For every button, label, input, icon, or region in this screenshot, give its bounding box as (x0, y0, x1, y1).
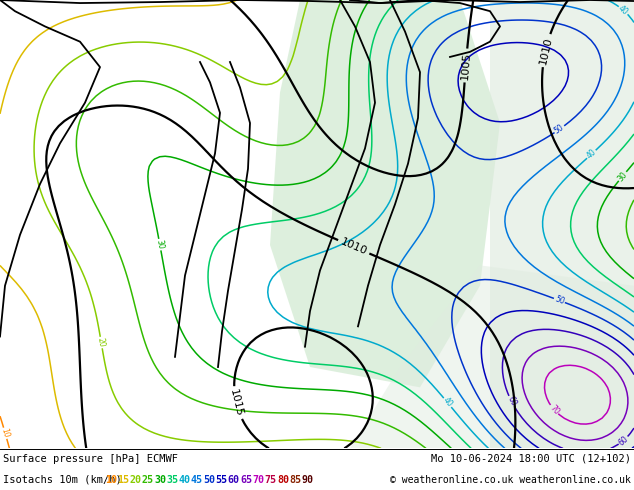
Polygon shape (350, 266, 634, 448)
Polygon shape (490, 0, 634, 448)
Text: 80: 80 (277, 475, 289, 485)
Text: 70: 70 (252, 475, 264, 485)
Text: 1010: 1010 (339, 237, 368, 257)
Text: 60: 60 (228, 475, 240, 485)
Text: 50: 50 (553, 123, 566, 136)
Text: 1005: 1005 (460, 51, 472, 80)
Text: Isotachs 10m (km/h): Isotachs 10m (km/h) (3, 475, 122, 485)
Text: 75: 75 (265, 475, 277, 485)
Text: 30: 30 (155, 239, 165, 250)
Text: 70: 70 (548, 403, 560, 416)
Text: 65: 65 (240, 475, 252, 485)
Text: Mo 10-06-2024 18:00 UTC (12+102): Mo 10-06-2024 18:00 UTC (12+102) (431, 454, 631, 464)
Text: 1010: 1010 (538, 36, 553, 65)
Text: 25: 25 (142, 475, 154, 485)
Text: 40: 40 (441, 396, 454, 409)
Text: 35: 35 (166, 475, 178, 485)
Text: 10: 10 (105, 475, 117, 485)
Text: Surface pressure [hPa] ECMWF: Surface pressure [hPa] ECMWF (3, 454, 178, 464)
Text: 45: 45 (191, 475, 203, 485)
Text: 40: 40 (617, 3, 630, 17)
Text: 50: 50 (553, 294, 566, 306)
Text: 50: 50 (204, 475, 216, 485)
Text: 10: 10 (0, 427, 11, 439)
Text: 15: 15 (117, 475, 129, 485)
Text: 40: 40 (179, 475, 191, 485)
Text: 90: 90 (302, 475, 314, 485)
Text: 1015: 1015 (228, 388, 244, 418)
Text: 40: 40 (585, 147, 598, 161)
Text: 20: 20 (129, 475, 141, 485)
Text: 85: 85 (289, 475, 301, 485)
Text: 20: 20 (96, 337, 107, 348)
Text: 30: 30 (616, 170, 629, 183)
Text: © weatheronline.co.uk weatheronline.co.uk: © weatheronline.co.uk weatheronline.co.u… (390, 475, 631, 485)
Text: 30: 30 (154, 475, 166, 485)
Polygon shape (270, 0, 500, 388)
Text: 60: 60 (617, 434, 630, 447)
Text: 55: 55 (216, 475, 228, 485)
Text: 60: 60 (505, 395, 518, 408)
